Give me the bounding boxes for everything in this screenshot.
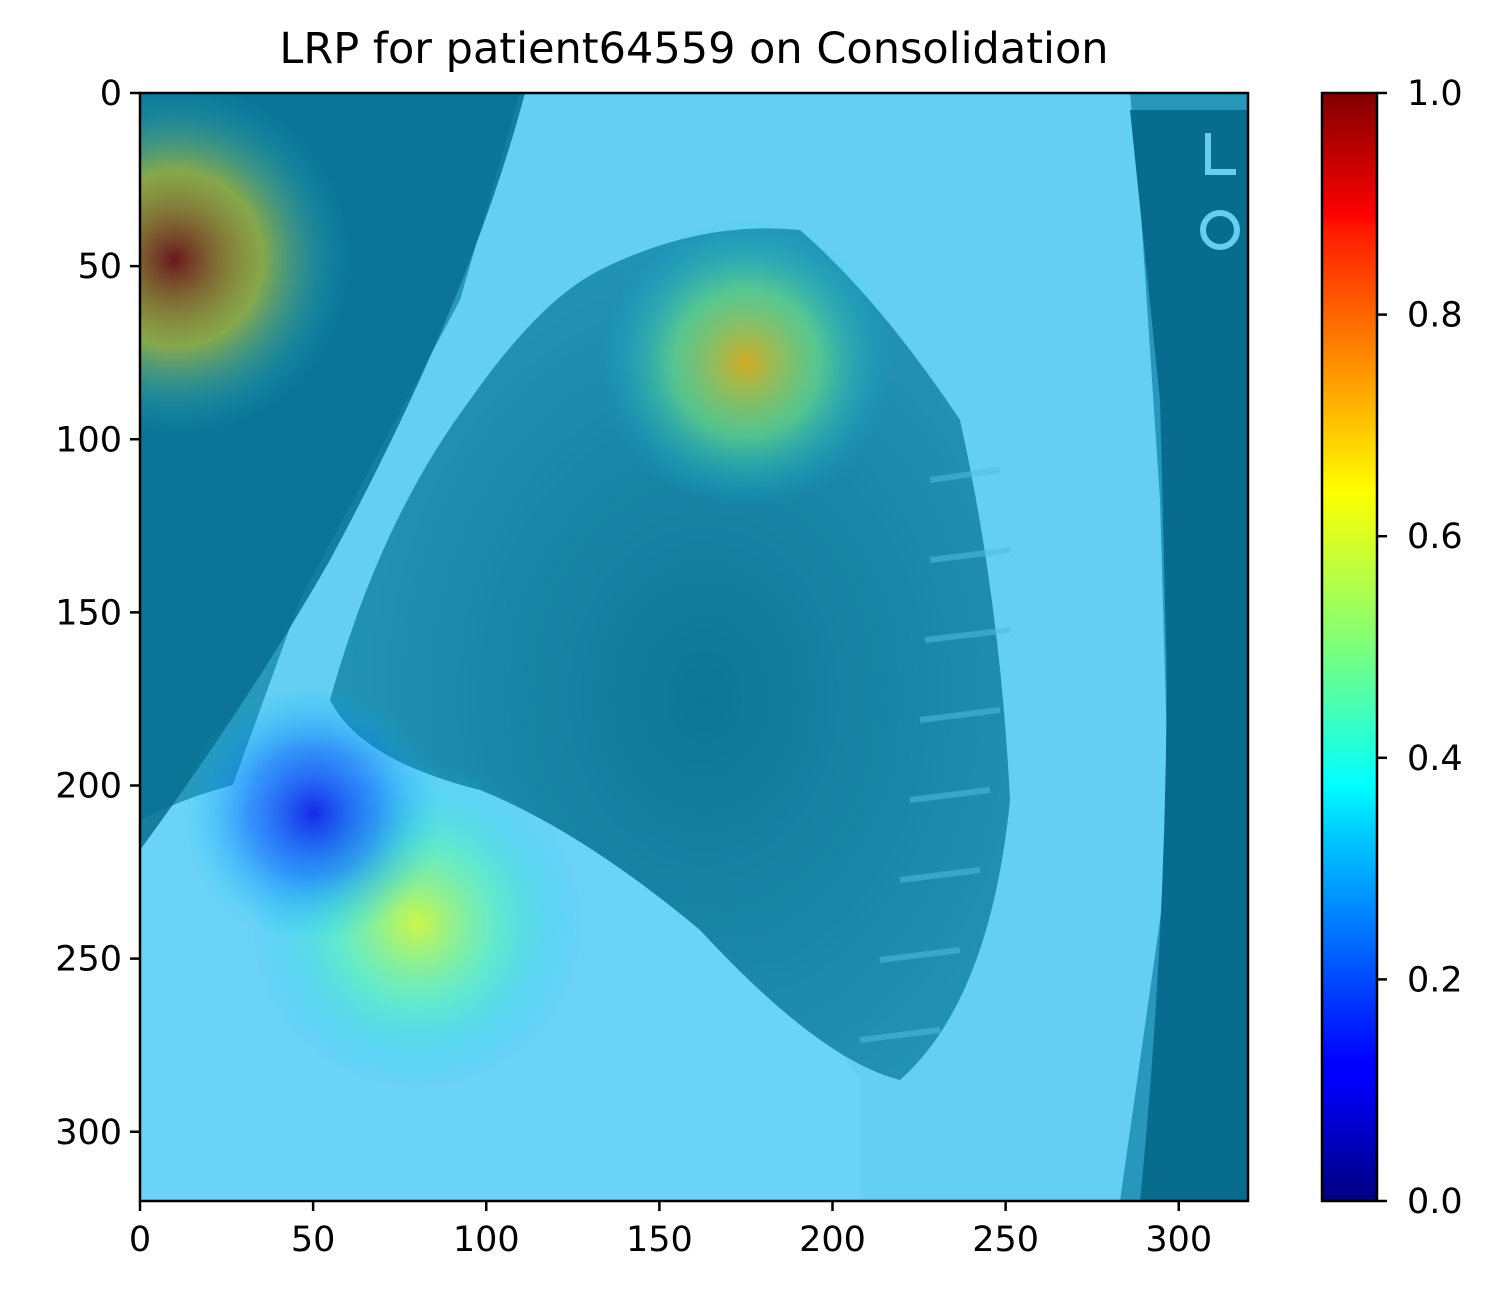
colorbar-tick-label: 0.8 xyxy=(1407,296,1463,336)
relevance-hotspot-3 xyxy=(183,683,443,943)
x-tick-label: 150 xyxy=(626,1220,693,1260)
y-tick-label: 0 xyxy=(100,74,122,114)
y-tick-label: 250 xyxy=(55,940,122,980)
relevance-hotspot-0 xyxy=(140,93,352,436)
colorbar-tick-label: 0.0 xyxy=(1407,1182,1463,1222)
colorbar-tick-label: 0.6 xyxy=(1407,517,1463,557)
x-tick-label: 250 xyxy=(972,1220,1039,1260)
relevance-hotspot-1 xyxy=(598,215,894,511)
x-tick-label: 300 xyxy=(1145,1220,1212,1260)
heatmap-image xyxy=(140,93,1248,1201)
y-tick-label: 150 xyxy=(55,593,122,633)
colorbar-tick-label: 0.4 xyxy=(1407,739,1463,779)
y-tick-label: 50 xyxy=(77,247,122,287)
y-tick-label: 200 xyxy=(55,767,122,807)
colorbar-frame xyxy=(1320,91,1379,1203)
chart-title: LRP for patient64559 on Consolidation xyxy=(279,24,1109,74)
colorbar-tick-label: 0.2 xyxy=(1407,960,1463,1000)
x-tick-label: 50 xyxy=(291,1220,336,1260)
x-tick-label: 200 xyxy=(799,1220,866,1260)
y-tick-label: 100 xyxy=(55,420,122,460)
colorbar xyxy=(1322,93,1377,1201)
x-tick-label: 0 xyxy=(129,1220,151,1260)
x-tick-label: 100 xyxy=(453,1220,520,1260)
plot-frame xyxy=(138,91,1250,1203)
colorbar-tick-label: 1.0 xyxy=(1407,74,1463,114)
y-tick-label: 300 xyxy=(55,1113,122,1153)
